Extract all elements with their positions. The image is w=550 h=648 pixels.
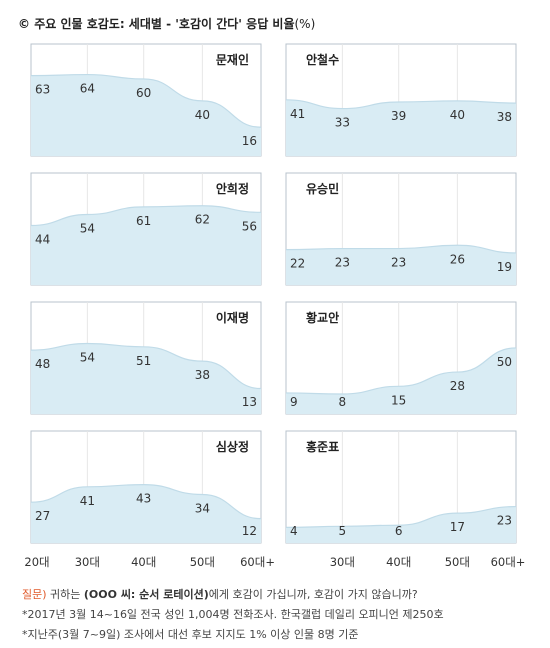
x-tick-label: 40대 (386, 555, 411, 569)
question-bold: (OOO 씨: 순서 로테이션) (83, 588, 209, 601)
panel-title: 유승민 (306, 181, 339, 196)
area-line (30, 484, 262, 520)
area-fill (286, 347, 516, 414)
data-label: 54 (80, 351, 95, 365)
panel-7: 27 41 43 34 12 심상정 (30, 430, 262, 544)
data-label: 16 (242, 134, 257, 148)
data-label: 23 (497, 514, 512, 528)
data-label: 48 (35, 357, 50, 371)
question-post: 에게 호감이 가십니까, 호감이 가지 않습니까? (208, 588, 418, 601)
panel-title: 이재명 (216, 310, 249, 325)
data-label: 54 (80, 222, 95, 236)
data-label: 33 (335, 116, 350, 130)
panel-1: 63 64 60 40 16 문재인 (30, 43, 262, 157)
title-unit: (%) (294, 17, 316, 31)
x-tick-label: 50대 (445, 555, 470, 569)
data-label: 34 (195, 501, 210, 515)
data-label: 41 (80, 494, 95, 508)
area-line (285, 99, 517, 110)
x-tick-label: 30대 (330, 555, 355, 569)
footnotes: 질문) 귀하는 (OOO 씨: 순서 로테이션)에게 호감이 가십니까, 호감이… (22, 585, 444, 645)
panel-title: 안희정 (216, 181, 249, 196)
data-label: 17 (450, 520, 465, 534)
question-note: 질문) 귀하는 (OOO 씨: 순서 로테이션)에게 호감이 가십니까, 호감이… (22, 585, 444, 605)
area-line (285, 347, 517, 395)
data-label: 40 (450, 108, 465, 122)
x-tick-label: 30대 (75, 555, 100, 569)
title-text: 주요 인물 호감도: 세대별 - '호감이 간다' 응답 비율 (34, 17, 295, 31)
question-pre: 귀하는 (46, 588, 84, 601)
data-label: 5 (339, 524, 347, 538)
panel-title: 문재인 (216, 52, 249, 67)
panel-title: 황교안 (306, 310, 339, 325)
data-label: 41 (290, 107, 305, 121)
data-label: 44 (35, 233, 50, 247)
data-label: 50 (497, 355, 512, 369)
data-label: 22 (290, 257, 305, 271)
data-label: 61 (136, 214, 151, 228)
data-label: 15 (391, 393, 406, 407)
data-label: 9 (290, 395, 298, 409)
data-label: 64 (80, 82, 95, 96)
area-line (30, 342, 262, 390)
data-label: 28 (450, 379, 465, 393)
panel-8: 4 5 6 17 23 홍준표 (285, 430, 517, 544)
data-label: 40 (195, 108, 210, 122)
area-fill (31, 74, 261, 156)
chart-title: © 주요 인물 호감도: 세대별 - '호감이 간다' 응답 비율(%) (18, 15, 315, 32)
area-fill (31, 484, 261, 543)
x-tick-label: 50대 (190, 555, 215, 569)
area-fill (286, 506, 516, 543)
area-line (285, 505, 517, 529)
question-label: 질문) (22, 588, 47, 601)
survey-note: *2017년 3월 14~16일 전국 성인 1,004명 전화조사. 한국갤럽… (22, 608, 444, 621)
panel-title: 안철수 (306, 52, 339, 67)
data-label: 60 (136, 86, 151, 100)
data-label: 38 (497, 110, 512, 124)
panel-6: 9 8 15 28 50 황교안 (285, 301, 517, 415)
x-tick-label: 20대 (24, 555, 49, 569)
criteria-note: *지난주(3월 7~9일) 조사에서 대선 후보 지지도 1% 이상 인물 8명… (22, 628, 359, 641)
area-fill (31, 205, 261, 285)
data-label: 56 (242, 219, 257, 233)
data-label: 62 (195, 213, 210, 227)
area-fill (286, 245, 516, 285)
x-tick-label: 60대+ (240, 555, 275, 569)
data-label: 63 (35, 83, 50, 97)
area-line (30, 205, 262, 227)
data-label: 12 (242, 524, 257, 538)
data-label: 13 (242, 395, 257, 409)
data-label: 6 (395, 524, 403, 538)
x-tick-label: 40대 (131, 555, 156, 569)
data-label: 38 (195, 368, 210, 382)
data-label: 43 (136, 492, 151, 506)
panel-4: 22 23 23 26 19 유승민 (285, 172, 517, 286)
data-label: 8 (339, 395, 347, 409)
panel-title: 심상정 (216, 439, 249, 454)
x-tick-label: 60대+ (491, 555, 526, 569)
data-label: 23 (335, 256, 350, 270)
area-fill (286, 99, 516, 156)
data-label: 4 (290, 524, 298, 538)
area-line (285, 244, 517, 254)
panel-5: 48 54 51 38 13 이재명 (30, 301, 262, 415)
area-line (30, 73, 262, 128)
data-label: 39 (391, 109, 406, 123)
panel-2: 41 33 39 40 38 안철수 (285, 43, 517, 157)
data-label: 27 (35, 509, 50, 523)
data-label: 19 (497, 260, 512, 274)
panel-3: 44 54 61 62 56 안희정 (30, 172, 262, 286)
data-label: 51 (136, 354, 151, 368)
data-label: 26 (450, 252, 465, 266)
copyright-mark: © (18, 17, 30, 31)
data-label: 23 (391, 256, 406, 270)
panel-title: 홍준표 (306, 439, 339, 454)
